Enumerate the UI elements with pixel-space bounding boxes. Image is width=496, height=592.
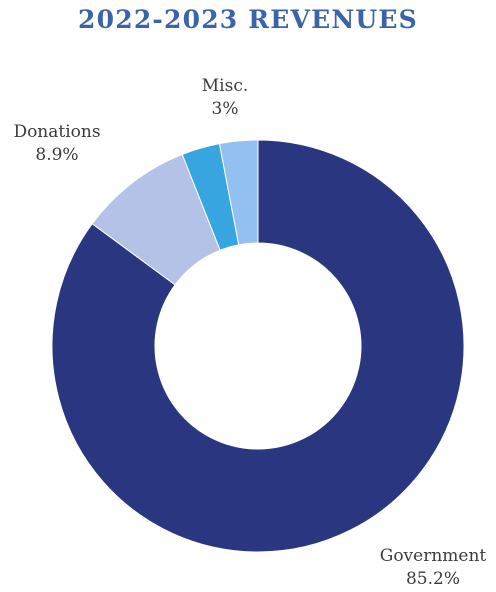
slice-label-misc: Misc. 3%	[190, 75, 260, 121]
slice-label-misc-name: Misc.	[201, 76, 249, 96]
slice-label-donations: Donations 8.9%	[0, 121, 114, 167]
slice-label-government-value: 85.2%	[405, 569, 460, 589]
slice-label-donations-name: Donations	[13, 122, 101, 142]
slice-label-misc-value: 3%	[211, 99, 239, 119]
slice-other	[218, 139, 259, 246]
slice-label-government-name: Government	[379, 546, 487, 566]
chart-title: 2022-2023 REVENUES	[78, 5, 418, 34]
slice-government	[51, 139, 465, 553]
slice-label-government: Government 85.2%	[368, 545, 496, 591]
slice-label-donations-value: 8.9%	[35, 145, 79, 165]
donut-slices	[51, 139, 465, 553]
